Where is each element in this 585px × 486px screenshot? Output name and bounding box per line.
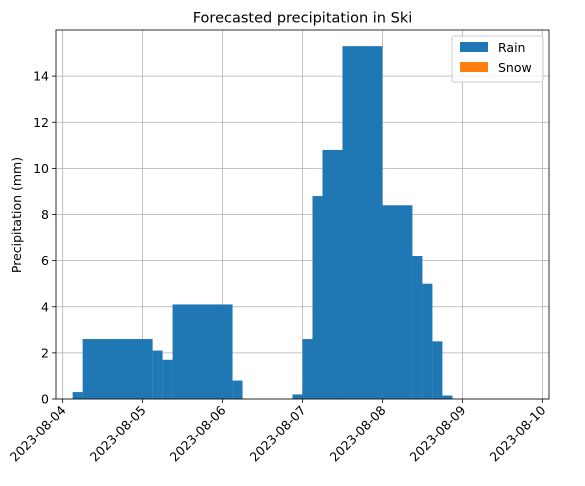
- x-tick-label: 2023-08-10: [486, 402, 548, 464]
- rain-bar: [432, 341, 443, 399]
- y-tick-label: 12: [33, 115, 49, 130]
- rain-bar: [292, 394, 303, 399]
- chart-title: Forecasted precipitation in Ski: [193, 11, 413, 27]
- x-tick-label: 2023-08-04: [7, 402, 69, 464]
- y-tick-label: 6: [41, 253, 49, 268]
- rain-bar: [152, 350, 163, 399]
- rain-bar: [312, 196, 323, 399]
- y-tick-label: 10: [33, 161, 49, 176]
- snow-legend-label: Snow: [498, 60, 532, 75]
- rain-bar: [442, 395, 453, 399]
- rain-bar: [162, 359, 173, 399]
- x-tick-label: 2023-08-05: [87, 403, 149, 465]
- rain-bar: [382, 205, 413, 399]
- rain-bar: [302, 339, 313, 399]
- y-tick-label: 14: [33, 69, 49, 84]
- rain-bar: [72, 392, 83, 399]
- rain-bar: [422, 283, 433, 399]
- legend: Rain Snow: [451, 35, 544, 83]
- y-tick-label: 0: [41, 392, 49, 407]
- rain-bar: [172, 304, 233, 399]
- y-tick-label: 8: [41, 207, 49, 222]
- rain-legend-swatch: [460, 42, 488, 52]
- axis-ticks: 2023-08-04 2023-08-05 2023-08-06 2023-08-07…: [7, 69, 549, 465]
- rain-bar: [82, 339, 153, 399]
- x-tick-label: 2023-08-09: [407, 402, 469, 464]
- x-tick-label: 2023-08-07: [247, 403, 309, 465]
- rain-bar: [232, 380, 243, 399]
- y-tick-label: 2: [41, 345, 49, 360]
- y-axis-label: Precipitation (mm): [9, 157, 24, 273]
- x-tick-label: 2023-08-06: [167, 402, 229, 464]
- y-tick-label: 4: [41, 299, 49, 314]
- x-tick-label: 2023-08-08: [327, 402, 389, 464]
- rain-bar: [342, 46, 383, 400]
- rain-bar: [322, 149, 343, 399]
- rain-legend-label: Rain: [498, 40, 525, 55]
- bars: [72, 46, 453, 400]
- rain-bar: [412, 256, 423, 399]
- snow-legend-swatch: [460, 62, 488, 72]
